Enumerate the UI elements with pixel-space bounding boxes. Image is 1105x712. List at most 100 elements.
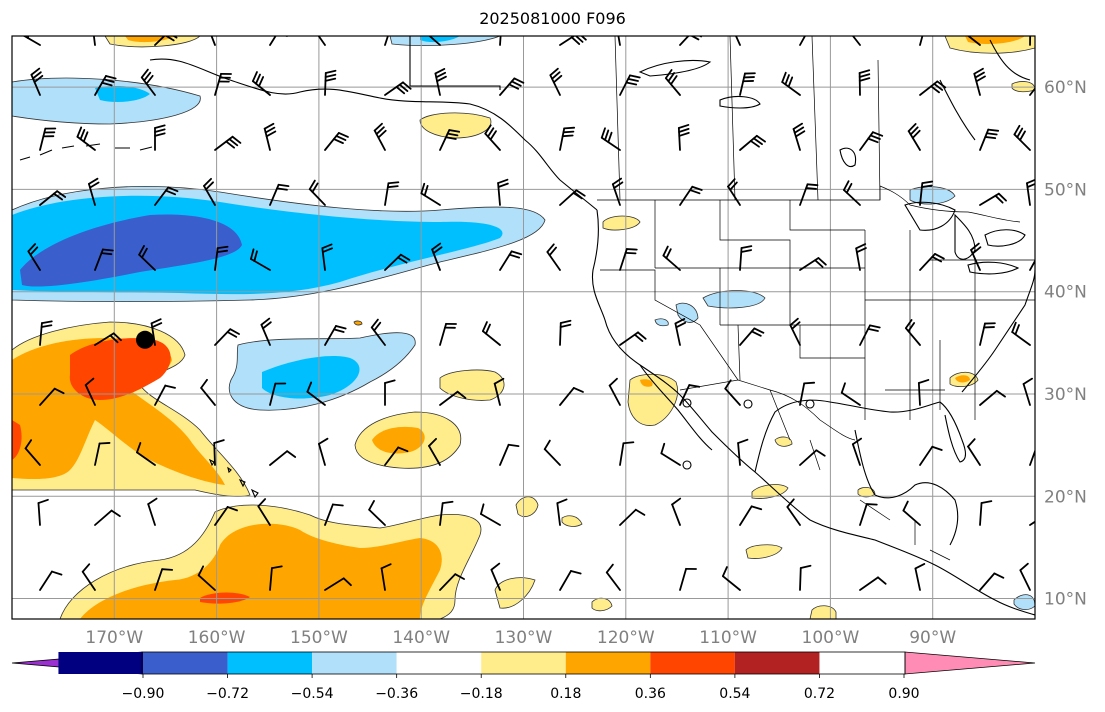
graticule bbox=[12, 36, 1035, 619]
wind-barb bbox=[679, 384, 701, 406]
longitude-labels: 170°W 160°W 150°W 140°W 130°W 120°W 110°W 100°W… bbox=[85, 628, 956, 648]
wind-barb bbox=[559, 570, 582, 591]
colorbar-segment bbox=[650, 652, 735, 674]
wind-barb bbox=[679, 185, 703, 206]
wind-barb bbox=[200, 378, 216, 406]
wind-barb bbox=[859, 503, 878, 526]
wind-barb bbox=[76, 126, 96, 151]
positive-contour-s1 bbox=[515, 496, 539, 517]
wind-barb bbox=[549, 67, 563, 96]
wind-barb bbox=[324, 325, 347, 346]
wind-barb bbox=[499, 443, 520, 466]
wind-barb bbox=[1029, 259, 1035, 271]
wind-barb bbox=[30, 67, 44, 96]
wind-barb bbox=[724, 379, 741, 406]
wind-barb bbox=[214, 72, 232, 96]
wind-barb bbox=[600, 127, 621, 151]
map-title: 2025081000 F096 bbox=[479, 9, 626, 28]
colorbar-segment bbox=[227, 652, 313, 674]
colorbar-tick-label: 0.90 bbox=[888, 686, 919, 702]
wind-barb bbox=[380, 563, 392, 591]
wind-barb bbox=[979, 389, 1006, 406]
wind-barb bbox=[94, 248, 114, 271]
wind-barb bbox=[269, 382, 287, 406]
wind-barb bbox=[308, 179, 326, 206]
wind-barb bbox=[213, 439, 225, 466]
colorbar-tick-label: 0.72 bbox=[804, 686, 835, 702]
wind-barb bbox=[559, 126, 576, 151]
wind-barb bbox=[147, 497, 158, 526]
positive-contour-s4 bbox=[591, 597, 613, 612]
latitude-label: 30°N bbox=[1044, 385, 1087, 405]
wind-barb bbox=[92, 36, 96, 46]
wind-barb bbox=[559, 36, 587, 46]
colorbar-segment bbox=[734, 652, 820, 674]
wind-barb bbox=[140, 68, 156, 96]
wind-barb bbox=[154, 568, 174, 591]
colorbar bbox=[11, 651, 1036, 675]
colorbar-segment bbox=[565, 652, 651, 674]
positive-contour-wa bbox=[602, 215, 641, 231]
positive-contour-mex2 bbox=[745, 544, 783, 559]
colorbar-segment bbox=[143, 652, 228, 674]
wind-barb bbox=[619, 331, 647, 346]
political-borders bbox=[597, 36, 1035, 561]
wind-barb bbox=[674, 318, 687, 346]
longitude-label: 170°W bbox=[85, 628, 143, 648]
wind-barb bbox=[439, 322, 457, 346]
positive-contour-red-west bbox=[69, 338, 171, 400]
wind-barb bbox=[979, 128, 1000, 151]
positive-contour-red-edge bbox=[12, 420, 22, 460]
wind-barb bbox=[619, 441, 635, 466]
wind-barb bbox=[480, 503, 501, 526]
wind-barb bbox=[252, 71, 271, 96]
wind-barb bbox=[1029, 520, 1035, 526]
wind-barb bbox=[919, 253, 945, 271]
negative-contour-top-mid bbox=[420, 36, 460, 43]
wind-barb bbox=[979, 192, 1007, 206]
wind-barb bbox=[214, 328, 240, 346]
wind-barb bbox=[94, 332, 122, 346]
negative-contour-nevada bbox=[702, 290, 766, 309]
wind-barb bbox=[979, 500, 993, 526]
wind-barb bbox=[559, 319, 572, 346]
wind-barbs bbox=[22, 36, 1035, 591]
wind-barb bbox=[214, 245, 229, 271]
wind-barb bbox=[434, 68, 447, 96]
wind-barb bbox=[739, 327, 765, 346]
positive-contour-hudson bbox=[1011, 81, 1035, 93]
wind-barb bbox=[617, 36, 621, 46]
wind-barb bbox=[619, 508, 646, 526]
colorbar-segment bbox=[58, 652, 143, 674]
negative-contour-se bbox=[1013, 594, 1035, 610]
map-contents bbox=[12, 36, 1035, 619]
wind-barb bbox=[324, 132, 349, 151]
wind-barb bbox=[967, 438, 981, 466]
longitude-label: 150°W bbox=[290, 628, 348, 648]
wind-barb bbox=[499, 36, 502, 46]
positive-contour-mex1 bbox=[751, 484, 789, 499]
wind-barb bbox=[907, 123, 921, 151]
colorbar-tick-label: 0.36 bbox=[635, 686, 666, 702]
wind-barb bbox=[739, 134, 766, 151]
wind-barb bbox=[859, 131, 884, 151]
colorbar-tick-labels: −0.90 −0.72 −0.54 −0.36 −0.18 0.18 0.36 0.54 0.7… bbox=[122, 674, 920, 702]
wind-barb bbox=[250, 248, 271, 271]
wind-barb bbox=[973, 67, 986, 96]
wind-barb bbox=[679, 567, 697, 591]
wind-barb bbox=[914, 563, 926, 591]
wind-barb bbox=[384, 181, 400, 206]
wind-barb bbox=[843, 180, 861, 206]
wind-barb bbox=[799, 183, 819, 206]
wind-barb bbox=[257, 498, 271, 526]
wind-barb bbox=[439, 390, 467, 406]
wind-barb bbox=[1029, 448, 1035, 466]
anomaly-contours bbox=[12, 36, 1035, 619]
wind-barb bbox=[722, 566, 741, 591]
wind-barb bbox=[482, 321, 501, 346]
wind-barb bbox=[154, 186, 179, 206]
wind-barb bbox=[904, 319, 921, 346]
wind-barb bbox=[384, 253, 411, 271]
longitude-label: 160°W bbox=[188, 628, 246, 648]
longitude-label: 120°W bbox=[597, 628, 655, 648]
